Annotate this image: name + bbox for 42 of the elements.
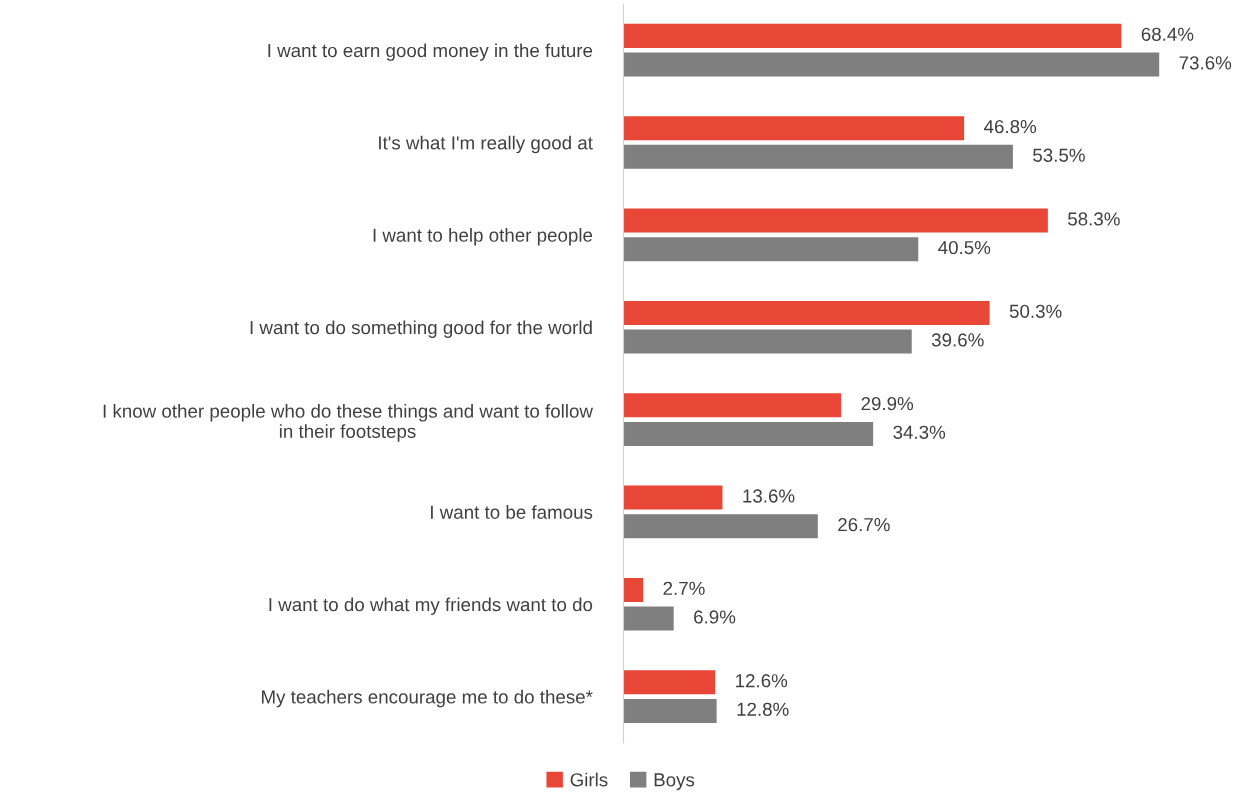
bar (623, 670, 716, 695)
data-label: 2.7% (663, 581, 705, 595)
bar (623, 577, 644, 602)
y-tick-label: My teachers encourage me to do these* (262, 689, 593, 708)
data-label: 34.3% (893, 425, 946, 439)
y-tick-label: I want to help other people (373, 228, 593, 246)
data-label: 53.5% (1033, 148, 1085, 162)
bar (623, 393, 842, 418)
y-tick-label: I know other people who do these things and want to follow in their footsteps (103, 404, 594, 442)
bar (623, 514, 818, 539)
bar (623, 300, 990, 325)
bar (623, 237, 919, 262)
bar (623, 329, 912, 354)
bar (623, 485, 723, 510)
data-label: 73.6% (1179, 56, 1232, 70)
bar (623, 698, 717, 723)
data-label: 29.9% (861, 397, 914, 411)
data-label: 40.5% (938, 240, 991, 255)
data-label: 46.8% (984, 119, 1037, 134)
data-label: 12.8% (737, 702, 789, 716)
data-label: 12.6% (736, 674, 788, 688)
bar (623, 606, 674, 631)
bar (623, 116, 965, 141)
y-tick-label: I want to do something good for the world (250, 320, 592, 338)
legend-label: Girls (570, 772, 608, 787)
data-label: 50.3% (1009, 304, 1062, 318)
data-label: 13.6% (743, 489, 795, 503)
y-tick-label: I want to be famous (431, 505, 593, 519)
data-label: 6.9% (694, 610, 736, 624)
data-label: 58.3% (1068, 212, 1120, 226)
bar (623, 23, 1122, 48)
y-tick-label: I want to earn good money in the future (268, 43, 593, 61)
data-label: 39.6% (931, 333, 984, 347)
bar (623, 144, 1013, 169)
bar (623, 208, 1048, 233)
data-label: 26.7% (838, 517, 890, 532)
y-tick-label: It's what I'm really good at (379, 135, 593, 154)
bar (623, 52, 1160, 77)
data-label: 68.4% (1141, 27, 1194, 41)
legend-label: Boys (654, 773, 695, 791)
bar (623, 421, 874, 446)
y-tick-label: I want to do what my friends want to do (269, 597, 593, 615)
